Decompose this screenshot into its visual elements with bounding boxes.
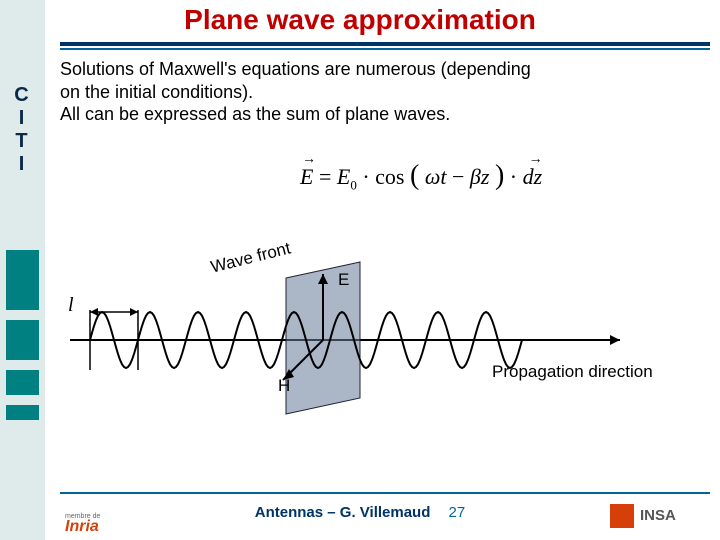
wave-svg (60, 250, 680, 420)
eq-t: t (440, 164, 446, 189)
eq-dot2: · (510, 164, 523, 189)
footer-page: 27 (449, 504, 466, 521)
eq-minus: − (452, 164, 470, 189)
slide-title: Plane wave approximation (0, 4, 720, 36)
equation: → E = E0 · cos ( ωt − βz ) · → dz (300, 160, 542, 193)
insa-logo: INSA (610, 498, 705, 534)
label-h: H (278, 376, 290, 396)
vector-arrow-icon: → (302, 152, 316, 168)
inria-logo-text: Inria (65, 518, 99, 534)
body-line: on the initial conditions). (60, 81, 700, 104)
underline-thick (60, 42, 710, 46)
citi-letter: T (15, 130, 29, 153)
eq-sub0: 0 (350, 177, 357, 192)
body-line: All can be expressed as the sum of plane… (60, 103, 700, 126)
citi-logo: C I T I (8, 60, 37, 200)
eq-cos: · cos (362, 164, 404, 189)
eq-paren-close: ) (495, 160, 504, 191)
wave-diagram: l Wave front E H Propagation direction (60, 250, 680, 420)
footer-author: Antennas – G. Villemaud (255, 504, 431, 521)
body-line: Solutions of Maxwell's equations are num… (60, 58, 700, 81)
label-lambda: l (68, 294, 74, 317)
footer: Antennas – G. Villemaud 27 membre deInri… (0, 492, 720, 540)
band-stripe (6, 250, 39, 310)
lambda-arrow-left-icon (90, 308, 98, 316)
vector-arrow-icon: → (529, 152, 543, 168)
label-propagation: Propagation direction (492, 362, 653, 382)
band-stripe (6, 320, 39, 360)
inria-logo: membre deInria (65, 504, 185, 534)
underline-thin (60, 48, 710, 50)
band-stripe (6, 405, 39, 420)
eq-omega: ω (425, 164, 441, 189)
eq-equals: = (319, 164, 337, 189)
eq-E0: E (337, 164, 350, 189)
slide: C I T I Plane wave approximation Solutio… (0, 0, 720, 540)
eq-beta: β (470, 164, 481, 189)
band-stripe (6, 370, 39, 395)
insa-logo-text: INSA (640, 507, 676, 524)
footer-line (60, 492, 710, 494)
citi-letter: I (19, 153, 27, 176)
eq-z: z (481, 164, 490, 189)
title-underline (60, 42, 710, 52)
lambda-arrow-right-icon (130, 308, 138, 316)
axis-arrowhead-icon (610, 335, 620, 345)
eq-paren-open: ( (410, 160, 419, 191)
citi-letter: I (19, 107, 27, 130)
citi-letter: C (14, 84, 30, 107)
label-e: E (338, 270, 349, 290)
body-paragraph: Solutions of Maxwell's equations are num… (60, 58, 700, 126)
left-decor-band: C I T I (0, 0, 45, 540)
title-bar: Plane wave approximation (0, 0, 720, 48)
